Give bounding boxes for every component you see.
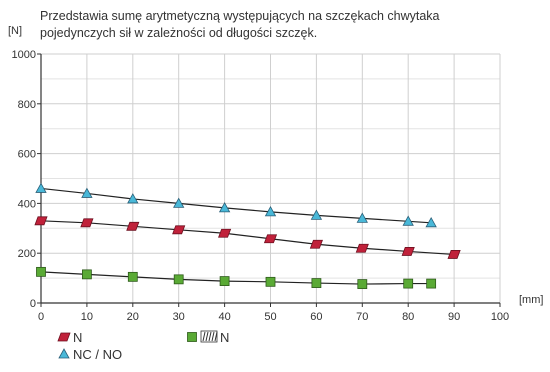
chart-description-line-1: Przedstawia sumę arytmetyczną występując… [40, 9, 440, 23]
data-point [310, 209, 323, 220]
x-tick-label: 90 [448, 311, 460, 323]
data-point [356, 212, 368, 223]
legend-item-0: N [57, 330, 82, 345]
series-1 [35, 182, 437, 228]
data-point [426, 278, 437, 289]
data-point [264, 206, 277, 217]
legend-label: N [73, 330, 82, 345]
legend-label: NC / NO [73, 347, 122, 362]
x-tick-label: 30 [173, 311, 185, 323]
x-tick-label: 0 [38, 311, 44, 323]
data-point [357, 279, 368, 289]
x-tick-label: 70 [356, 311, 368, 323]
x-tick-label: 40 [218, 311, 230, 323]
y-tick-label: 0 [30, 298, 36, 310]
y-tick-label: 800 [18, 99, 36, 111]
data-point [34, 216, 48, 226]
series-line [40, 220, 455, 256]
legend-marker [58, 348, 70, 359]
x-tick-label: 20 [127, 311, 139, 323]
x-tick-label: 50 [264, 311, 276, 323]
data-point [425, 216, 437, 228]
data-point [82, 269, 92, 280]
y-tick-label: 400 [18, 198, 36, 210]
data-point [263, 234, 278, 244]
x-tick-label: 80 [402, 311, 414, 323]
plot-area [34, 182, 461, 289]
series-2 [36, 266, 437, 289]
series-0 [34, 216, 461, 259]
data-point [219, 276, 230, 286]
data-point [447, 250, 461, 259]
x-tick-label: 60 [310, 311, 322, 323]
y-tick-label: 600 [18, 149, 36, 161]
data-point [126, 221, 140, 231]
data-point [218, 228, 232, 238]
data-point [403, 278, 414, 289]
data-point [309, 239, 323, 249]
data-point [402, 215, 414, 226]
y-tick-label: 200 [18, 248, 36, 260]
chart-description-line-2: pojedynczych sił w zależności od długośc… [40, 26, 317, 40]
x-axis-unit: [mm] [519, 294, 543, 306]
legend-item-2: N [187, 330, 229, 345]
spring-icon [200, 330, 218, 343]
legend-marker [187, 332, 197, 342]
series-line [40, 187, 432, 224]
data-point [355, 243, 369, 253]
data-point [36, 266, 46, 277]
y-axis-unit: [N] [8, 25, 22, 37]
data-point [127, 193, 139, 204]
grid [41, 53, 501, 303]
data-point [35, 182, 47, 193]
x-tick-label: 100 [491, 311, 509, 323]
data-point [127, 271, 138, 282]
data-point [265, 276, 276, 287]
data-point [81, 187, 93, 198]
x-tick-label: 10 [81, 311, 93, 323]
data-point [173, 274, 184, 285]
data-point [401, 247, 415, 256]
series-line [40, 271, 432, 285]
data-point [218, 202, 231, 213]
data-point [173, 197, 185, 208]
data-point [172, 225, 186, 235]
legend-label: N [220, 330, 229, 345]
y-tick-label: 1000 [12, 49, 36, 61]
legend: N NC / NO N [57, 330, 229, 362]
data-point [311, 278, 322, 288]
legend-marker [57, 332, 71, 342]
data-point [80, 218, 94, 228]
legend-item-1: NC / NO [58, 347, 122, 362]
axes [37, 53, 501, 307]
